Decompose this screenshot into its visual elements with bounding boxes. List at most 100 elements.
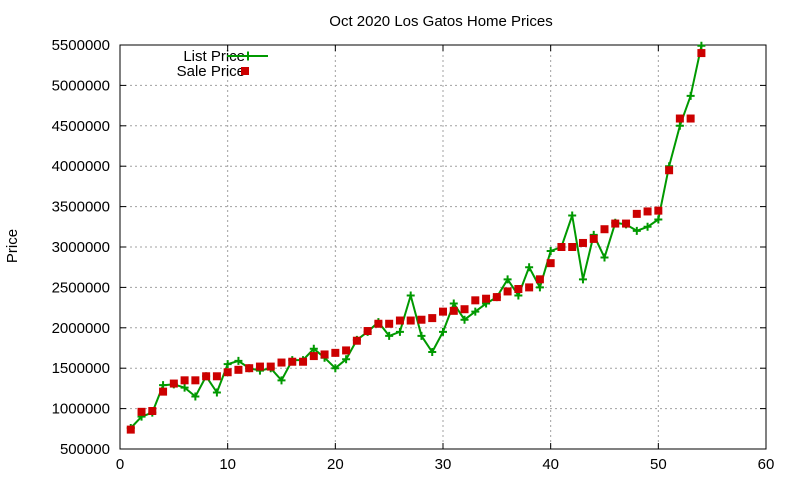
- point-list-price: [395, 327, 404, 336]
- point-sale-price: [675, 114, 684, 123]
- legend: List Price Sale Price: [177, 48, 268, 80]
- point-sale-price: [654, 206, 663, 215]
- point-list-price: [234, 356, 243, 365]
- point-sale-price: [266, 362, 275, 371]
- y-tick-label: 5500000: [52, 37, 110, 54]
- point-sale-price: [525, 283, 534, 292]
- point-list-price: [503, 275, 512, 284]
- point-sale-price: [622, 219, 631, 228]
- point-list-price: [568, 211, 577, 220]
- point-sale-price: [557, 243, 566, 251]
- point-list-price: [654, 215, 663, 224]
- point-sale-price: [492, 293, 501, 302]
- point-list-price: [342, 355, 351, 364]
- x-tick-label: 20: [327, 456, 344, 473]
- point-sale-price: [611, 219, 620, 228]
- series-line-list-price: [130, 45, 703, 429]
- point-sale-price: [428, 314, 437, 323]
- point-list-price: [406, 291, 415, 300]
- chart-title: Oct 2020 Los Gatos Home Prices: [329, 13, 552, 30]
- point-list-price: [643, 222, 652, 231]
- x-tick-label: 10: [219, 456, 236, 473]
- point-list-price: [686, 91, 695, 100]
- point-list-price: [632, 226, 641, 235]
- point-sale-price: [439, 307, 447, 316]
- point-sale-price: [417, 315, 426, 324]
- legend-label-list-price: List Price: [183, 48, 245, 65]
- point-sale-price: [546, 259, 555, 268]
- y-tick-label: 3000000: [52, 239, 110, 256]
- point-sale-price: [697, 49, 706, 58]
- y-tick-label: 1500000: [52, 360, 110, 377]
- x-tick-label: 40: [542, 456, 559, 473]
- point-sale-price: [568, 243, 577, 251]
- point-sale-price: [159, 387, 168, 396]
- point-sale-price: [374, 319, 383, 328]
- point-sale-price: [342, 346, 351, 355]
- point-list-price: [546, 247, 555, 256]
- point-list-price: [212, 388, 221, 397]
- point-sale-price: [632, 209, 641, 218]
- point-sale-price: [514, 285, 523, 294]
- point-sale-price: [309, 352, 318, 361]
- point-sale-price: [288, 357, 297, 366]
- point-sale-price: [212, 372, 221, 381]
- point-sale-price: [352, 336, 361, 345]
- y-axis-title: Price: [4, 229, 21, 263]
- point-sale-price: [234, 365, 243, 374]
- legend-swatch-sale-price: [241, 67, 249, 75]
- y-tick-label: 5000000: [52, 77, 110, 94]
- point-list-price: [449, 299, 458, 308]
- y-tick-label: 500000: [60, 441, 110, 458]
- point-sale-price: [191, 376, 200, 385]
- point-list-price: [180, 383, 189, 392]
- point-sale-price: [255, 362, 264, 371]
- legend-label-sale-price: Sale Price: [177, 63, 245, 80]
- point-sale-price: [180, 376, 189, 385]
- point-list-price: [277, 376, 286, 385]
- point-list-price: [471, 307, 480, 316]
- point-list-price: [697, 41, 706, 50]
- point-sale-price: [320, 350, 329, 359]
- point-sale-price: [126, 425, 135, 434]
- y-tick-label: 3500000: [52, 199, 110, 216]
- point-sale-price: [169, 379, 178, 388]
- point-sale-price: [482, 294, 491, 303]
- point-sale-price: [471, 296, 480, 305]
- y-tick-label: 1000000: [52, 401, 110, 418]
- y-tick-label: 4500000: [52, 118, 110, 135]
- grid-lines: [120, 45, 766, 449]
- point-sale-price: [137, 407, 146, 416]
- series-layer: [126, 41, 706, 434]
- point-sale-price: [460, 305, 469, 314]
- point-sale-price: [665, 166, 674, 175]
- legend-marker-list-price: [243, 51, 253, 61]
- y-tick-label: 4000000: [52, 158, 110, 175]
- point-list-price: [223, 360, 232, 369]
- point-list-price: [439, 327, 447, 336]
- point-sale-price: [578, 238, 587, 247]
- point-sale-price: [643, 207, 652, 216]
- point-sale-price: [331, 348, 340, 357]
- point-sale-price: [589, 234, 598, 243]
- point-list-price: [331, 364, 340, 373]
- point-list-price: [191, 392, 200, 401]
- point-sale-price: [395, 316, 404, 325]
- point-sale-price: [363, 327, 372, 336]
- y-tick-label: 2500000: [52, 279, 110, 296]
- point-sale-price: [223, 368, 232, 377]
- x-tick-label: 60: [758, 456, 775, 473]
- point-sale-price: [535, 275, 544, 284]
- y-tick-label: 2000000: [52, 320, 110, 337]
- point-sale-price: [686, 114, 695, 123]
- point-list-price: [535, 283, 544, 292]
- x-tick-label: 50: [650, 456, 667, 473]
- point-sale-price: [600, 225, 609, 234]
- point-sale-price: [449, 306, 458, 315]
- point-sale-price: [406, 316, 415, 325]
- point-list-price: [600, 253, 609, 262]
- point-sale-price: [148, 407, 157, 416]
- point-list-price: [309, 344, 318, 353]
- point-sale-price: [503, 287, 512, 296]
